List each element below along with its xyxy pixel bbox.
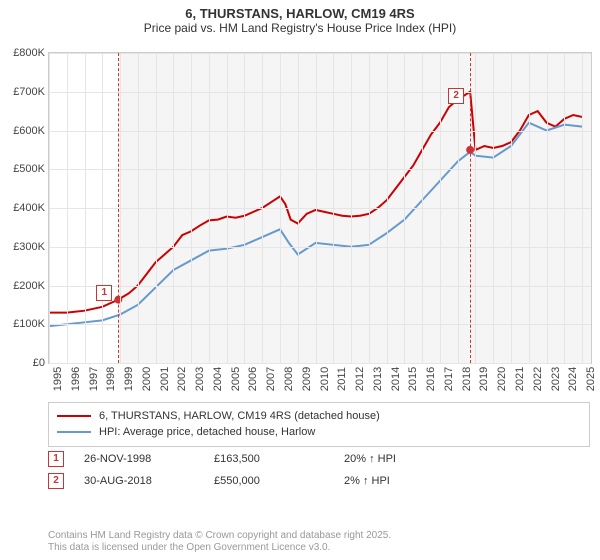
- marker-line: [470, 53, 471, 363]
- x-axis-label: 2021: [511, 367, 526, 391]
- y-axis-label: £800K: [13, 47, 49, 59]
- x-axis-label: 2019: [475, 367, 490, 391]
- legend-item: 6, THURSTANS, HARLOW, CM19 4RS (detached…: [57, 408, 581, 424]
- x-axis-label: 2010: [316, 367, 331, 391]
- y-axis-label: £600K: [13, 125, 49, 137]
- chart-header: 6, THURSTANS, HARLOW, CM19 4RS Price pai…: [0, 0, 600, 39]
- footer-line: This data is licensed under the Open Gov…: [48, 542, 590, 554]
- point-change: 2% ↑ HPI: [344, 475, 474, 487]
- x-axis-label: 1998: [102, 367, 117, 391]
- x-axis-label: 2011: [333, 367, 348, 391]
- y-axis-label: £100K: [13, 318, 49, 330]
- x-axis-label: 2003: [191, 367, 206, 391]
- x-axis-label: 2013: [369, 367, 384, 391]
- x-axis-label: 2025: [582, 367, 597, 391]
- x-axis-label: 2020: [493, 367, 508, 391]
- chart-subtitle: Price paid vs. HM Land Registry's House …: [0, 21, 600, 35]
- footer-line: Contains HM Land Registry data © Crown c…: [48, 530, 590, 542]
- chart-area: £0£100K£200K£300K£400K£500K£600K£700K£80…: [48, 52, 592, 392]
- point-price: £550,000: [214, 475, 344, 487]
- marker-badge: 2: [448, 88, 464, 104]
- x-axis-label: 2007: [262, 367, 277, 391]
- data-point-row: 2 30-AUG-2018 £550,000 2% ↑ HPI: [48, 470, 590, 492]
- point-date: 26-NOV-1998: [84, 453, 214, 465]
- y-axis-label: £700K: [13, 86, 49, 98]
- point-date: 30-AUG-2018: [84, 475, 214, 487]
- x-axis-label: 2012: [351, 367, 366, 391]
- x-axis-label: 1997: [85, 367, 100, 391]
- marker-badge: 1: [96, 285, 112, 301]
- x-axis-label: 2016: [422, 367, 437, 391]
- legend-swatch: [57, 431, 91, 433]
- footer-attribution: Contains HM Land Registry data © Crown c…: [48, 530, 590, 554]
- x-axis-label: 1996: [67, 367, 82, 391]
- y-axis-label: £200K: [13, 280, 49, 292]
- y-axis-label: £300K: [13, 241, 49, 253]
- x-axis-label: 2017: [440, 367, 455, 391]
- legend-label: HPI: Average price, detached house, Harl…: [99, 426, 315, 438]
- legend-box: 6, THURSTANS, HARLOW, CM19 4RS (detached…: [48, 402, 590, 447]
- chart-title: 6, THURSTANS, HARLOW, CM19 4RS: [0, 6, 600, 21]
- x-axis-label: 2009: [298, 367, 313, 391]
- y-axis-label: £500K: [13, 163, 49, 175]
- y-axis-label: £0: [33, 357, 49, 369]
- marker-line: [118, 53, 119, 363]
- data-points-table: 1 26-NOV-1998 £163,500 20% ↑ HPI 2 30-AU…: [48, 448, 590, 492]
- plot-area: £0£100K£200K£300K£400K£500K£600K£700K£80…: [48, 52, 592, 364]
- point-price: £163,500: [214, 453, 344, 465]
- x-axis-label: 2006: [244, 367, 259, 391]
- x-axis-label: 1995: [49, 367, 64, 391]
- x-axis-label: 2024: [564, 367, 579, 391]
- point-index-badge: 2: [48, 473, 64, 489]
- data-point-row: 1 26-NOV-1998 £163,500 20% ↑ HPI: [48, 448, 590, 470]
- legend-item: HPI: Average price, detached house, Harl…: [57, 424, 581, 440]
- x-axis-label: 1999: [120, 367, 135, 391]
- x-axis-label: 2022: [529, 367, 544, 391]
- x-axis-label: 2015: [404, 367, 419, 391]
- point-index-badge: 1: [48, 451, 64, 467]
- y-axis-label: £400K: [13, 202, 49, 214]
- point-change: 20% ↑ HPI: [344, 453, 474, 465]
- legend-swatch: [57, 415, 91, 417]
- x-axis-label: 2014: [387, 367, 402, 391]
- legend-label: 6, THURSTANS, HARLOW, CM19 4RS (detached…: [99, 410, 380, 422]
- x-axis-label: 2000: [138, 367, 153, 391]
- x-axis-label: 2023: [547, 367, 562, 391]
- x-axis-label: 2018: [458, 367, 473, 391]
- x-axis-label: 2002: [173, 367, 188, 391]
- x-axis-label: 2001: [156, 367, 171, 391]
- x-axis-label: 2005: [227, 367, 242, 391]
- x-axis-label: 2004: [209, 367, 224, 391]
- x-axis-label: 2008: [280, 367, 295, 391]
